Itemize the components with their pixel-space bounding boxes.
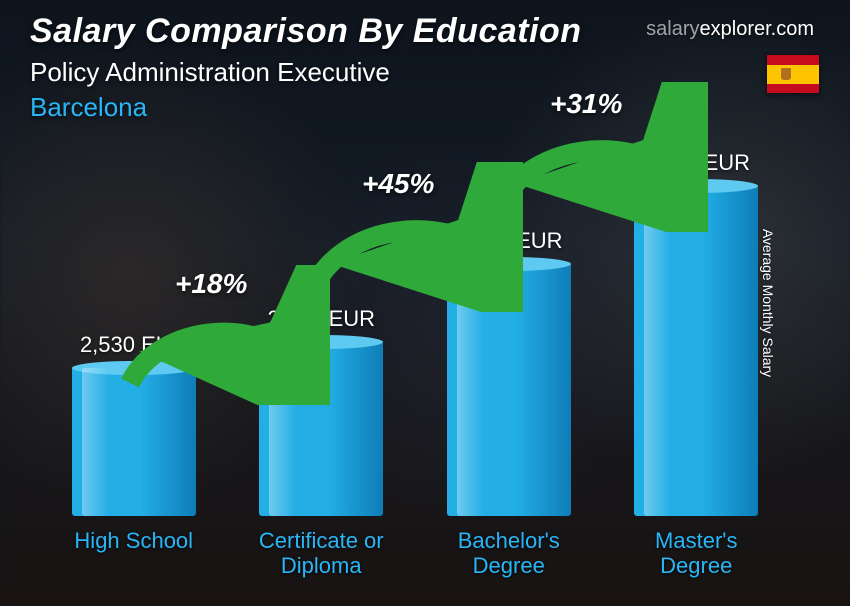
bar-1: 2,980 EUR Certificate orDiploma [228, 306, 416, 580]
increase-label-2: +31% [550, 88, 622, 120]
bar-shape-2 [447, 264, 571, 516]
increase-label-0: +18% [175, 268, 247, 300]
bar-category-1: Certificate orDiploma [259, 528, 384, 580]
watermark: salaryexplorer.com [646, 18, 814, 41]
bar-shape-1 [259, 342, 383, 516]
bar-value-2: 4,310 EUR [455, 228, 563, 254]
bar-category-3: Master'sDegree [655, 528, 737, 580]
flag-crest [781, 68, 791, 80]
watermark-prefix: salary [646, 18, 699, 40]
bar-0: 2,530 EUR High School [40, 332, 228, 580]
bar-value-3: 5,650 EUR [642, 150, 750, 176]
bar-category-2: Bachelor'sDegree [458, 528, 560, 580]
bar-value-1: 2,980 EUR [267, 306, 375, 332]
bar-3: 5,650 EUR Master'sDegree [603, 150, 791, 580]
flag-stripe-top [767, 55, 819, 65]
bar-value-0: 2,530 EUR [80, 332, 188, 358]
bar-shape-0 [72, 368, 196, 516]
bar-shape-3 [634, 186, 758, 516]
watermark-suffix: explorer.com [700, 18, 815, 40]
increase-label-1: +45% [362, 168, 434, 200]
bar-chart: 2,530 EUR High School 2,980 EUR Certificate… [40, 80, 790, 580]
bar-category-0: High School [74, 528, 193, 580]
bar-2: 4,310 EUR Bachelor'sDegree [415, 228, 603, 580]
